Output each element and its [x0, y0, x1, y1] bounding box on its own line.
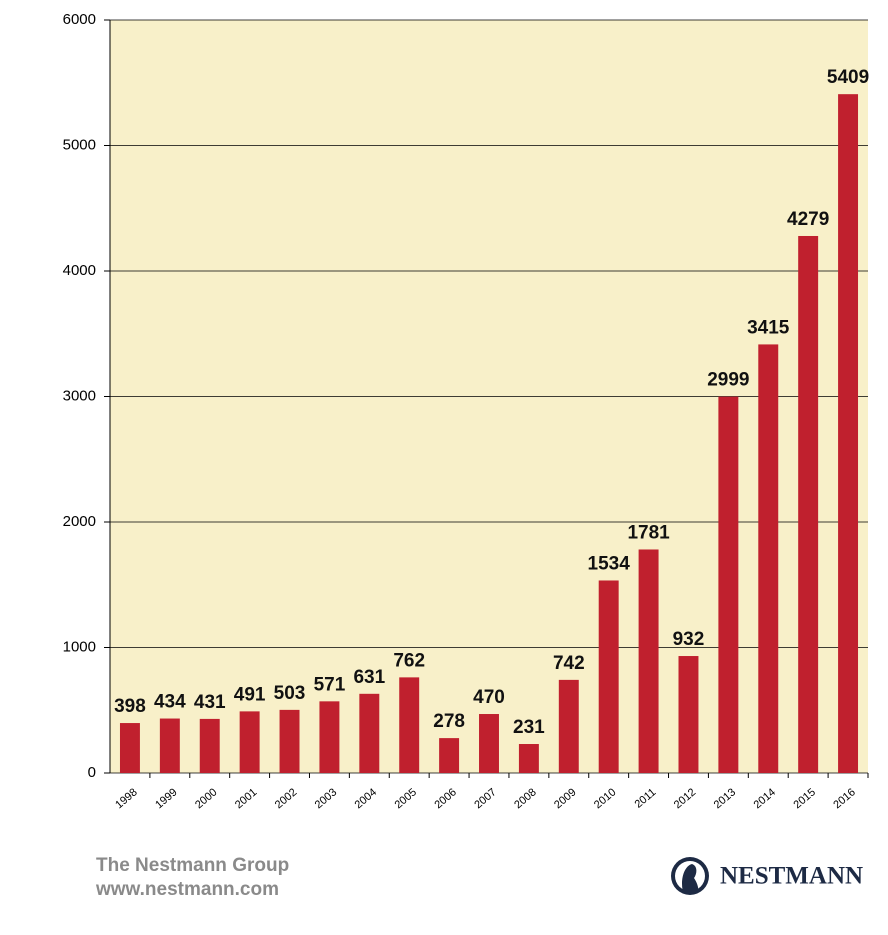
bar — [199, 718, 220, 773]
value-label: 503 — [274, 683, 306, 704]
company: The Nestmann Group — [96, 855, 289, 876]
value-label: 231 — [513, 717, 545, 738]
x-tick-label: 1998 — [113, 786, 139, 811]
logo-icon — [671, 857, 709, 895]
bar — [239, 711, 260, 773]
value-label: 398 — [114, 696, 146, 717]
bar — [279, 709, 300, 773]
bar — [838, 94, 859, 773]
url: www.nestmann.com — [95, 879, 279, 900]
value-label: 571 — [314, 674, 346, 695]
x-tick-label: 2007 — [472, 786, 498, 811]
value-label: 742 — [553, 653, 585, 674]
value-label: 431 — [194, 692, 226, 713]
bar — [598, 580, 619, 773]
bar — [558, 679, 579, 773]
x-tick-label: 2005 — [393, 786, 419, 811]
x-tick-label: 1999 — [153, 786, 179, 811]
bar — [439, 738, 460, 773]
value-label: 1534 — [588, 553, 631, 574]
bar — [718, 396, 739, 773]
bar — [119, 723, 140, 773]
bar — [319, 701, 340, 773]
bar — [678, 656, 699, 773]
y-tick-label: 1000 — [63, 638, 96, 655]
bar — [758, 344, 779, 773]
x-tick-label: 2009 — [552, 786, 578, 811]
x-tick-label: 2002 — [273, 786, 299, 811]
x-tick-label: 2014 — [752, 786, 778, 811]
x-tick-label: 2012 — [672, 786, 698, 811]
value-label: 1781 — [627, 523, 670, 544]
value-label: 2999 — [707, 370, 749, 391]
x-tick-label: 2015 — [791, 786, 817, 811]
x-tick-label: 2013 — [712, 786, 738, 811]
value-label: 3415 — [747, 317, 790, 338]
bar — [159, 718, 180, 773]
bar — [638, 549, 659, 773]
bar — [399, 677, 420, 773]
x-tick-label: 2001 — [233, 786, 259, 811]
x-tick-label: 2004 — [353, 786, 379, 811]
x-tick-label: 2016 — [831, 786, 857, 811]
bar — [518, 744, 539, 773]
y-tick-label: 3000 — [63, 387, 96, 404]
x-tick-label: 2008 — [512, 786, 538, 811]
bar — [798, 235, 819, 774]
y-tick-label: 6000 — [63, 11, 96, 28]
logo-text: NESTMANN — [720, 863, 863, 890]
x-tick-label: 2006 — [432, 786, 458, 811]
value-label: 278 — [433, 711, 465, 732]
value-label: 762 — [393, 650, 425, 671]
value-label: 470 — [473, 687, 505, 708]
value-label: 5409 — [827, 67, 869, 88]
bar — [359, 693, 380, 773]
y-tick-label: 2000 — [63, 513, 96, 530]
value-label: 434 — [154, 692, 186, 713]
value-label: 491 — [234, 684, 266, 705]
value-label: 631 — [353, 667, 385, 688]
value-label: 4279 — [787, 209, 829, 230]
value-label: 932 — [673, 629, 705, 650]
x-tick-label: 2003 — [313, 786, 339, 811]
x-tick-label: 2011 — [633, 786, 659, 810]
y-tick-label: 5000 — [63, 136, 96, 153]
y-tick-label: 4000 — [63, 262, 96, 279]
y-tick-label: 0 — [88, 764, 96, 781]
x-tick-label: 2010 — [592, 786, 618, 811]
x-tick-label: 2000 — [193, 786, 219, 811]
bar — [479, 714, 499, 773]
